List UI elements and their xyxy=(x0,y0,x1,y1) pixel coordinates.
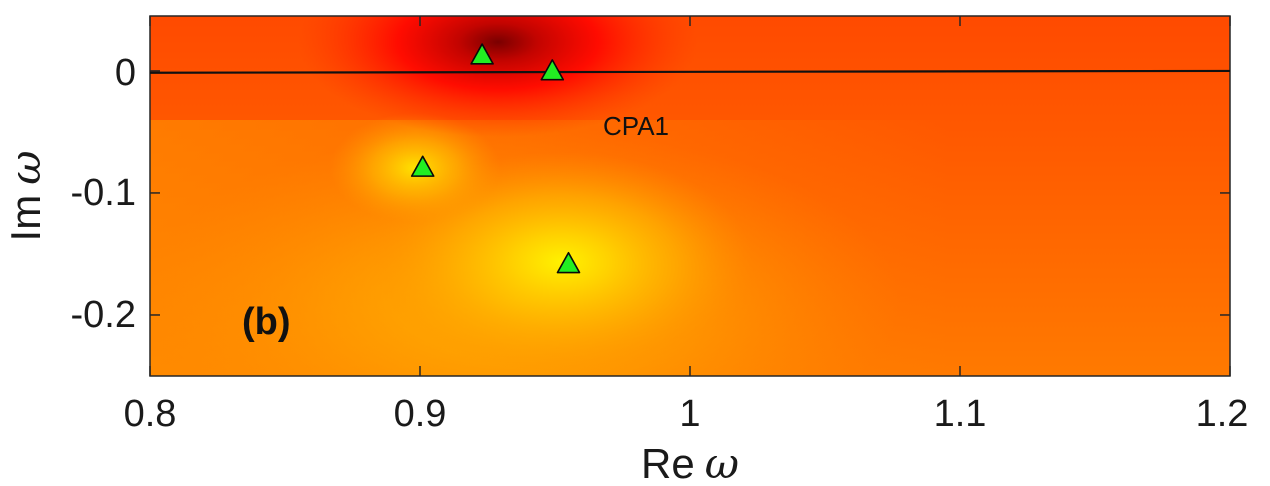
x-tick-label: 0.9 xyxy=(394,393,447,435)
triangle-marker xyxy=(556,251,581,274)
x-tick-label: 1.2 xyxy=(1196,393,1249,435)
x-tick-label: 1.1 xyxy=(934,393,987,435)
y-tick-labels: 0 -0.1 -0.2 xyxy=(71,52,136,336)
x-tick-labels: 0.8 0.9 1 1.1 1.2 xyxy=(124,393,1249,435)
annotation-cpa1: CPA1 xyxy=(603,111,669,141)
triangle-marker xyxy=(410,155,435,177)
x-axis-label: Re ω xyxy=(641,439,739,486)
y-tick-label: -0.2 xyxy=(71,294,136,336)
triangle-marker xyxy=(540,59,565,81)
panel-label: (b) xyxy=(242,301,291,343)
triangle-marker xyxy=(470,43,494,65)
x-tick-label: 0.8 xyxy=(124,393,177,435)
x-tick-label: 1 xyxy=(679,393,700,435)
y-tick-label: -0.1 xyxy=(71,172,136,214)
y-axis-label-symbol: ω xyxy=(1,151,50,185)
y-axis-label: Im ω xyxy=(1,151,50,242)
heatmap-yellow-minor xyxy=(330,113,500,223)
y-axis-label-text: Im xyxy=(2,195,49,242)
axis-ticks xyxy=(149,16,1231,376)
y-tick-label: 0 xyxy=(115,52,136,94)
x-axis-label-text: Re xyxy=(641,440,695,486)
heatmap-red-peak xyxy=(298,16,698,137)
real-axis-line xyxy=(149,69,1231,74)
heatmap-field xyxy=(150,16,1230,376)
x-axis-label-symbol: ω xyxy=(705,439,739,486)
markers xyxy=(410,43,581,274)
